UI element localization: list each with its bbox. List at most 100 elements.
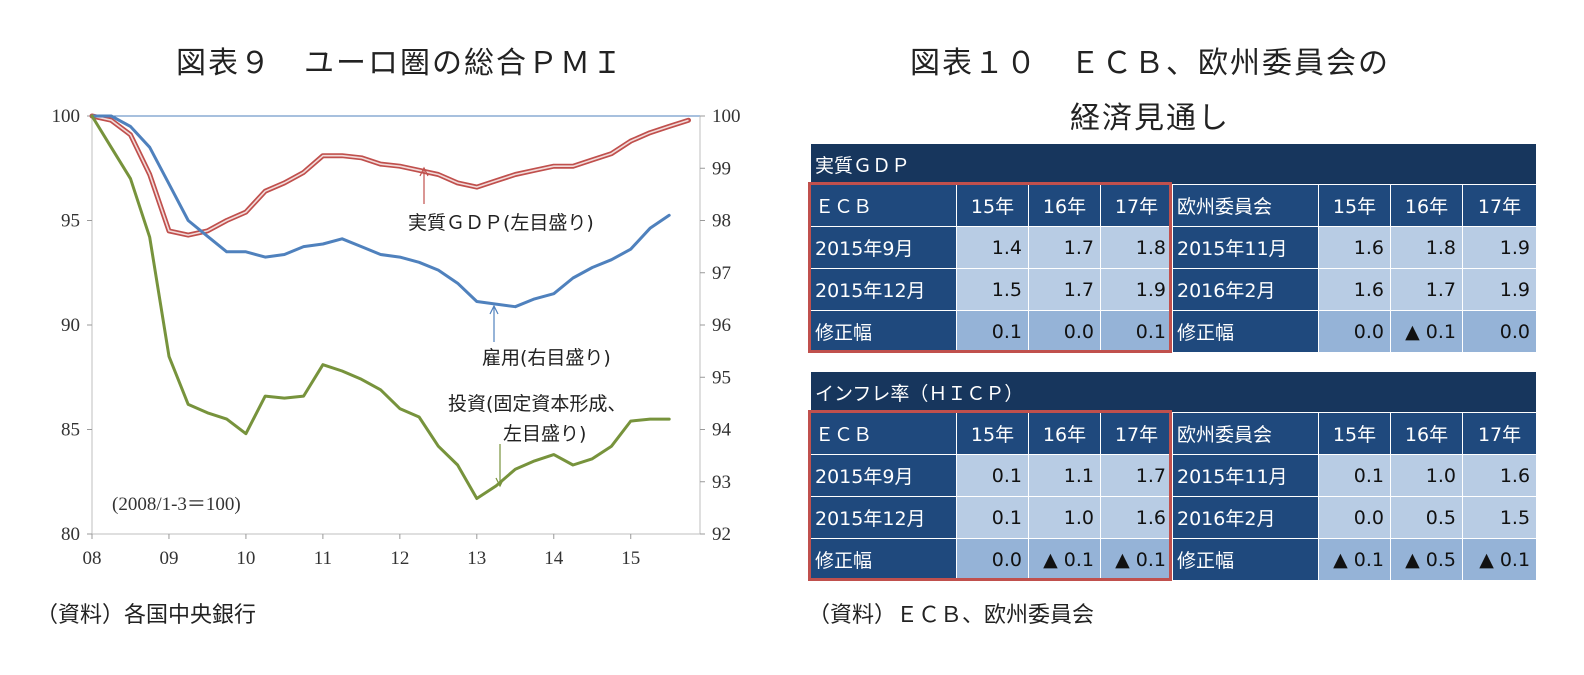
hicp-table-cell: 1.5 (1461, 496, 1538, 539)
gdp-table-cell: 0.1 (1100, 310, 1173, 353)
hicp-table-cell: 1.1 (1028, 454, 1101, 497)
investment-series-line (90, 114, 671, 500)
x-tick-label: 15 (621, 548, 640, 569)
gdp-column-header: 17年 (1461, 184, 1538, 227)
hicp-row-label: 2016年2月 (1172, 496, 1319, 539)
employment-series-line (90, 114, 671, 309)
gdp-table-row: 修正幅 0.1 0.0 0.1 修正幅 0.0 ▲ 0.1 0.0 (810, 310, 1538, 353)
gdp-table-row: 2015年12月 1.5 1.7 1.9 2016年2月 1.6 1.7 1.9 (810, 268, 1538, 311)
hicp-table-cell: ▲ 0.1 (1028, 538, 1101, 581)
gdp-annotation-label: 実質ＧＤＰ(左目盛り) (408, 212, 594, 234)
gdp-row-label: 2015年11月 (1172, 226, 1319, 269)
x-tick-label: 14 (544, 548, 564, 569)
y-right-tick-label: 100 (712, 106, 741, 127)
pmi-line-chart: 100 95 90 85 80 100 99 98 97 96 95 94 93 92 08 09 10 11 12… (52, 106, 741, 569)
hicp-table-cell: 0.5 (1390, 496, 1463, 539)
hicp-forecast-table: インフレ率（ＨＩＣＰ） ＥＣＢ 15年 16年 17年 欧州委員会 15年 16年 17年 201… (809, 371, 1538, 581)
employment-annotation-label: 雇用(右目盛り) (482, 347, 611, 369)
employment-annotation-arrow-head (489, 304, 499, 315)
gdp-row-label: 修正幅 (1172, 310, 1319, 353)
hicp-row-label: 2015年9月 (810, 454, 957, 497)
y-right-tick-label: 95 (712, 367, 731, 388)
right-figure-title-line1: 図表１０ ＥＣＢ、欧州委員会の (910, 46, 1390, 81)
left-figure-title: 図表９ ユーロ圏の総合ＰＭＩ (176, 46, 624, 81)
gdp-table-cell: 0.0 (1028, 310, 1101, 353)
gdp-table-cell: 0.0 (1318, 310, 1391, 353)
gdp-header-row: ＥＣＢ 15年 16年 17年 欧州委員会 15年 16年 17年 (810, 184, 1538, 227)
base-period-note: (2008/1-3＝100) (112, 494, 241, 515)
y-right-tick-label: 93 (712, 472, 731, 493)
hicp-row-label: 修正幅 (810, 538, 957, 581)
gdp-table-cell: 1.9 (1461, 226, 1538, 269)
hicp-table-row: 2015年12月 0.1 1.0 1.6 2016年2月 0.0 0.5 1.5 (810, 496, 1538, 539)
hicp-table-cell: 0.1 (956, 496, 1029, 539)
hicp-table-cell: ▲ 0.1 (1100, 538, 1173, 581)
gdp-row-label: 修正幅 (810, 310, 957, 353)
gdp-table-row: 2015年9月 1.4 1.7 1.8 2015年11月 1.6 1.8 1.9 (810, 226, 1538, 269)
y-left-tick-label: 100 (52, 106, 81, 127)
gdp-column-header: 16年 (1028, 184, 1101, 227)
gdp-column-header: 15年 (956, 184, 1029, 227)
gdp-table-cell: ▲ 0.1 (1390, 310, 1463, 353)
hicp-header-row: ＥＣＢ 15年 16年 17年 欧州委員会 15年 16年 17年 (810, 412, 1538, 455)
hicp-table-caption: インフレ率（ＨＩＣＰ） (809, 371, 1538, 413)
x-tick-label: 11 (314, 548, 332, 569)
gdp-row-label: 2015年12月 (810, 268, 957, 311)
hicp-row-label: 2015年11月 (1172, 454, 1319, 497)
y-right-tick-label: 92 (712, 524, 731, 545)
hicp-table-cell: 1.7 (1100, 454, 1173, 497)
hicp-table-cell: 1.6 (1461, 454, 1538, 497)
y-left-tick-label: 85 (61, 420, 80, 441)
gdp-caption-row: 実質ＧＤＰ (809, 143, 1538, 185)
hicp-table-cell: 0.0 (1318, 496, 1391, 539)
investment-annotation-arrow-head (495, 477, 505, 488)
gdp-table-cell: 0.0 (1461, 310, 1538, 353)
gdp-row-label: 2016年2月 (1172, 268, 1319, 311)
hicp-column-header: 欧州委員会 (1172, 412, 1319, 455)
gdp-table-cell: 1.8 (1390, 226, 1463, 269)
investment-annotation-label-2: 左目盛り) (503, 423, 586, 445)
x-tick-label: 10 (236, 548, 255, 569)
gdp-series-line (91, 115, 689, 236)
gdp-column-header: 欧州委員会 (1172, 184, 1319, 227)
gdp-forecast-table: 実質ＧＤＰ ＥＣＢ 15年 16年 17年 欧州委員会 15年 16年 17年 2015年9月 1.… (809, 143, 1538, 353)
hicp-caption-row: インフレ率（ＨＩＣＰ） (809, 371, 1538, 413)
hicp-column-header: ＥＣＢ (810, 412, 957, 455)
y-left-tick-label: 95 (61, 211, 80, 232)
hicp-column-header: 15年 (956, 412, 1029, 455)
x-tick-label: 08 (83, 548, 102, 569)
gdp-table-cell: 1.7 (1028, 226, 1101, 269)
gdp-table-cell: 1.6 (1318, 268, 1391, 311)
gdp-column-header: ＥＣＢ (810, 184, 957, 227)
gdp-table-cell: 1.4 (956, 226, 1029, 269)
x-tick-label: 09 (159, 548, 178, 569)
right-figure-title-line2: 経済見通し (1070, 101, 1230, 136)
gdp-table-cell: 1.6 (1318, 226, 1391, 269)
gdp-column-header: 16年 (1390, 184, 1463, 227)
gdp-column-header: 15年 (1318, 184, 1391, 227)
gdp-table-caption: 実質ＧＤＰ (809, 143, 1538, 185)
gdp-table-cell: 1.7 (1028, 268, 1101, 311)
hicp-table-cell: ▲ 0.1 (1461, 538, 1538, 581)
gdp-series-outline (89, 113, 691, 238)
right-source-note: （資料）ＥＣＢ、欧州委員会 (808, 603, 1095, 628)
y-left-tick-label: 90 (61, 315, 80, 336)
hicp-column-header: 17年 (1100, 412, 1173, 455)
hicp-table-cell: ▲ 0.1 (1318, 538, 1391, 581)
investment-annotation-label-1: 投資(固定資本形成、 (448, 393, 626, 415)
y-right-tick-label: 97 (712, 263, 731, 284)
hicp-table-cell: 1.0 (1028, 496, 1101, 539)
gdp-row-label: 2015年9月 (810, 226, 957, 269)
gdp-table-cell: 1.7 (1390, 268, 1463, 311)
hicp-column-header: 15年 (1318, 412, 1391, 455)
y-right-tick-label: 94 (712, 420, 732, 441)
gdp-table-cell: 1.8 (1100, 226, 1173, 269)
gdp-annotation-arrow-head (419, 166, 429, 177)
hicp-table-row: 修正幅 0.0 ▲ 0.1 ▲ 0.1 修正幅 ▲ 0.1 ▲ 0.5 ▲ 0.1 (810, 538, 1538, 581)
hicp-table-cell: ▲ 0.5 (1390, 538, 1463, 581)
hicp-table-cell: 1.0 (1390, 454, 1463, 497)
y-right-tick-label: 99 (712, 158, 731, 179)
x-tick-label: 12 (390, 548, 409, 569)
hicp-table-cell: 0.0 (956, 538, 1029, 581)
y-right-tick-label: 96 (712, 315, 731, 336)
